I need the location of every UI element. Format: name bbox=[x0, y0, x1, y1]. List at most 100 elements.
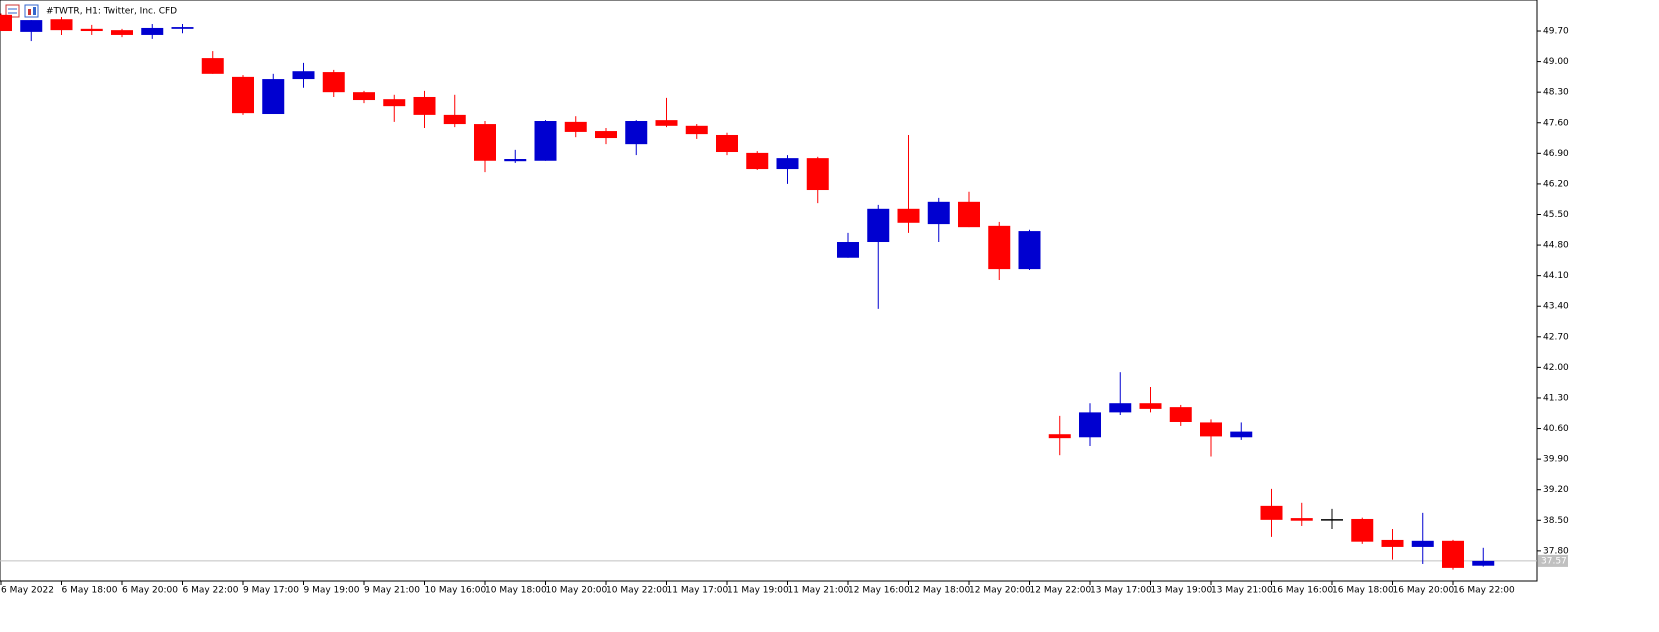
last-price-label: 37.57 bbox=[1541, 556, 1567, 566]
y-tick-label: 43.40 bbox=[1543, 302, 1569, 312]
icon bbox=[24, 4, 39, 18]
body bbox=[595, 131, 617, 139]
y-tick-label: 49.70 bbox=[1543, 27, 1569, 37]
body bbox=[474, 124, 496, 161]
last-price-box bbox=[1538, 554, 1568, 567]
x-tick-label: 10 May 16:00 bbox=[425, 586, 487, 596]
x-tick-label: 11 May 21:00 bbox=[788, 586, 850, 596]
body bbox=[958, 201, 980, 228]
body bbox=[1018, 231, 1041, 270]
x-tick-label: 10 May 20:00 bbox=[546, 586, 608, 596]
body bbox=[50, 19, 73, 31]
body bbox=[1260, 505, 1283, 520]
x-tick-label: 11 May 19:00 bbox=[727, 586, 789, 596]
body bbox=[655, 120, 678, 126]
x-tick-label: 9 May 19:00 bbox=[304, 586, 360, 596]
body bbox=[1351, 518, 1374, 542]
title-icons bbox=[5, 4, 39, 18]
body bbox=[716, 134, 738, 153]
body bbox=[927, 201, 950, 225]
body bbox=[111, 30, 133, 35]
body bbox=[383, 99, 406, 107]
body bbox=[1139, 403, 1162, 409]
x-tick-label: 10 May 18:00 bbox=[485, 586, 547, 596]
y-tick-label: 47.60 bbox=[1543, 118, 1569, 128]
body bbox=[1079, 412, 1101, 438]
body bbox=[776, 158, 799, 170]
x-tick-label: 12 May 22:00 bbox=[1030, 586, 1092, 596]
body bbox=[443, 114, 466, 125]
x-tick-label: 16 May 22:00 bbox=[1453, 586, 1515, 596]
x-tick-label: 6 May 2022 bbox=[1, 586, 54, 596]
body bbox=[1048, 434, 1071, 439]
body bbox=[625, 121, 648, 145]
body bbox=[806, 158, 829, 191]
x-tick-label: 6 May 20:00 bbox=[122, 586, 178, 596]
x-tick-label: 9 May 17:00 bbox=[243, 586, 299, 596]
body bbox=[80, 28, 103, 32]
icon bbox=[5, 4, 20, 18]
x-tick-label: 16 May 20:00 bbox=[1393, 586, 1455, 596]
body bbox=[1109, 403, 1132, 413]
body bbox=[837, 242, 859, 258]
icon-bar bbox=[33, 7, 36, 15]
y-tick-label: 37.80 bbox=[1543, 546, 1569, 556]
body bbox=[353, 92, 375, 101]
body bbox=[1411, 540, 1434, 547]
y-tick-label: 40.60 bbox=[1543, 424, 1569, 434]
x-tick-label: 11 May 17:00 bbox=[667, 586, 729, 596]
body bbox=[534, 121, 557, 161]
body bbox=[201, 58, 224, 74]
x-tick-label: 13 May 17:00 bbox=[1090, 586, 1152, 596]
y-tick-label: 46.20 bbox=[1543, 179, 1569, 189]
body bbox=[232, 76, 254, 114]
body bbox=[685, 125, 708, 135]
body bbox=[0, 14, 12, 32]
y-tick-label: 42.00 bbox=[1543, 363, 1569, 373]
body bbox=[292, 71, 315, 80]
y-tick-label: 41.30 bbox=[1543, 393, 1569, 403]
body bbox=[867, 208, 890, 243]
x-tick-label: 10 May 22:00 bbox=[606, 586, 668, 596]
body bbox=[171, 27, 194, 29]
body bbox=[988, 225, 1011, 270]
y-tick-label: 46.90 bbox=[1543, 149, 1569, 159]
body bbox=[1442, 540, 1464, 568]
y-tick-label: 38.50 bbox=[1543, 516, 1569, 526]
body bbox=[897, 208, 920, 223]
x-tick-label: 16 May 16:00 bbox=[1272, 586, 1334, 596]
y-tick-label: 48.30 bbox=[1543, 88, 1569, 98]
y-tick-label: 39.20 bbox=[1543, 485, 1569, 495]
x-tick-label: 12 May 18:00 bbox=[909, 586, 971, 596]
x-tick-label: 9 May 21:00 bbox=[364, 586, 420, 596]
x-tick-label: 13 May 21:00 bbox=[1211, 586, 1273, 596]
x-tick-label: 6 May 22:00 bbox=[183, 586, 239, 596]
icon-bar bbox=[28, 9, 31, 15]
body bbox=[1200, 422, 1222, 437]
body bbox=[20, 20, 43, 32]
y-tick-label: 44.10 bbox=[1543, 271, 1569, 281]
body bbox=[141, 27, 164, 35]
x-tick-label: 6 May 18:00 bbox=[62, 586, 118, 596]
x-tick-label: 12 May 20:00 bbox=[969, 586, 1031, 596]
y-tick-label: 49.00 bbox=[1543, 57, 1569, 67]
chart-title: #TWTR, H1: Twitter, Inc. CFD bbox=[46, 7, 177, 17]
x-tick-label: 12 May 16:00 bbox=[848, 586, 910, 596]
plot-frame bbox=[0, 0, 1538, 582]
body bbox=[1169, 407, 1192, 422]
y-tick-label: 42.70 bbox=[1543, 332, 1569, 342]
body bbox=[1290, 518, 1313, 521]
x-tick-label: 13 May 19:00 bbox=[1151, 586, 1213, 596]
body bbox=[746, 152, 769, 170]
y-tick-label: 44.80 bbox=[1543, 241, 1569, 251]
y-tick-label: 39.90 bbox=[1543, 455, 1569, 465]
body bbox=[1472, 560, 1495, 566]
body bbox=[262, 79, 285, 115]
body bbox=[564, 121, 587, 132]
body bbox=[322, 72, 345, 93]
y-tick-label: 45.50 bbox=[1543, 210, 1569, 220]
body bbox=[504, 159, 527, 162]
body bbox=[413, 96, 436, 115]
